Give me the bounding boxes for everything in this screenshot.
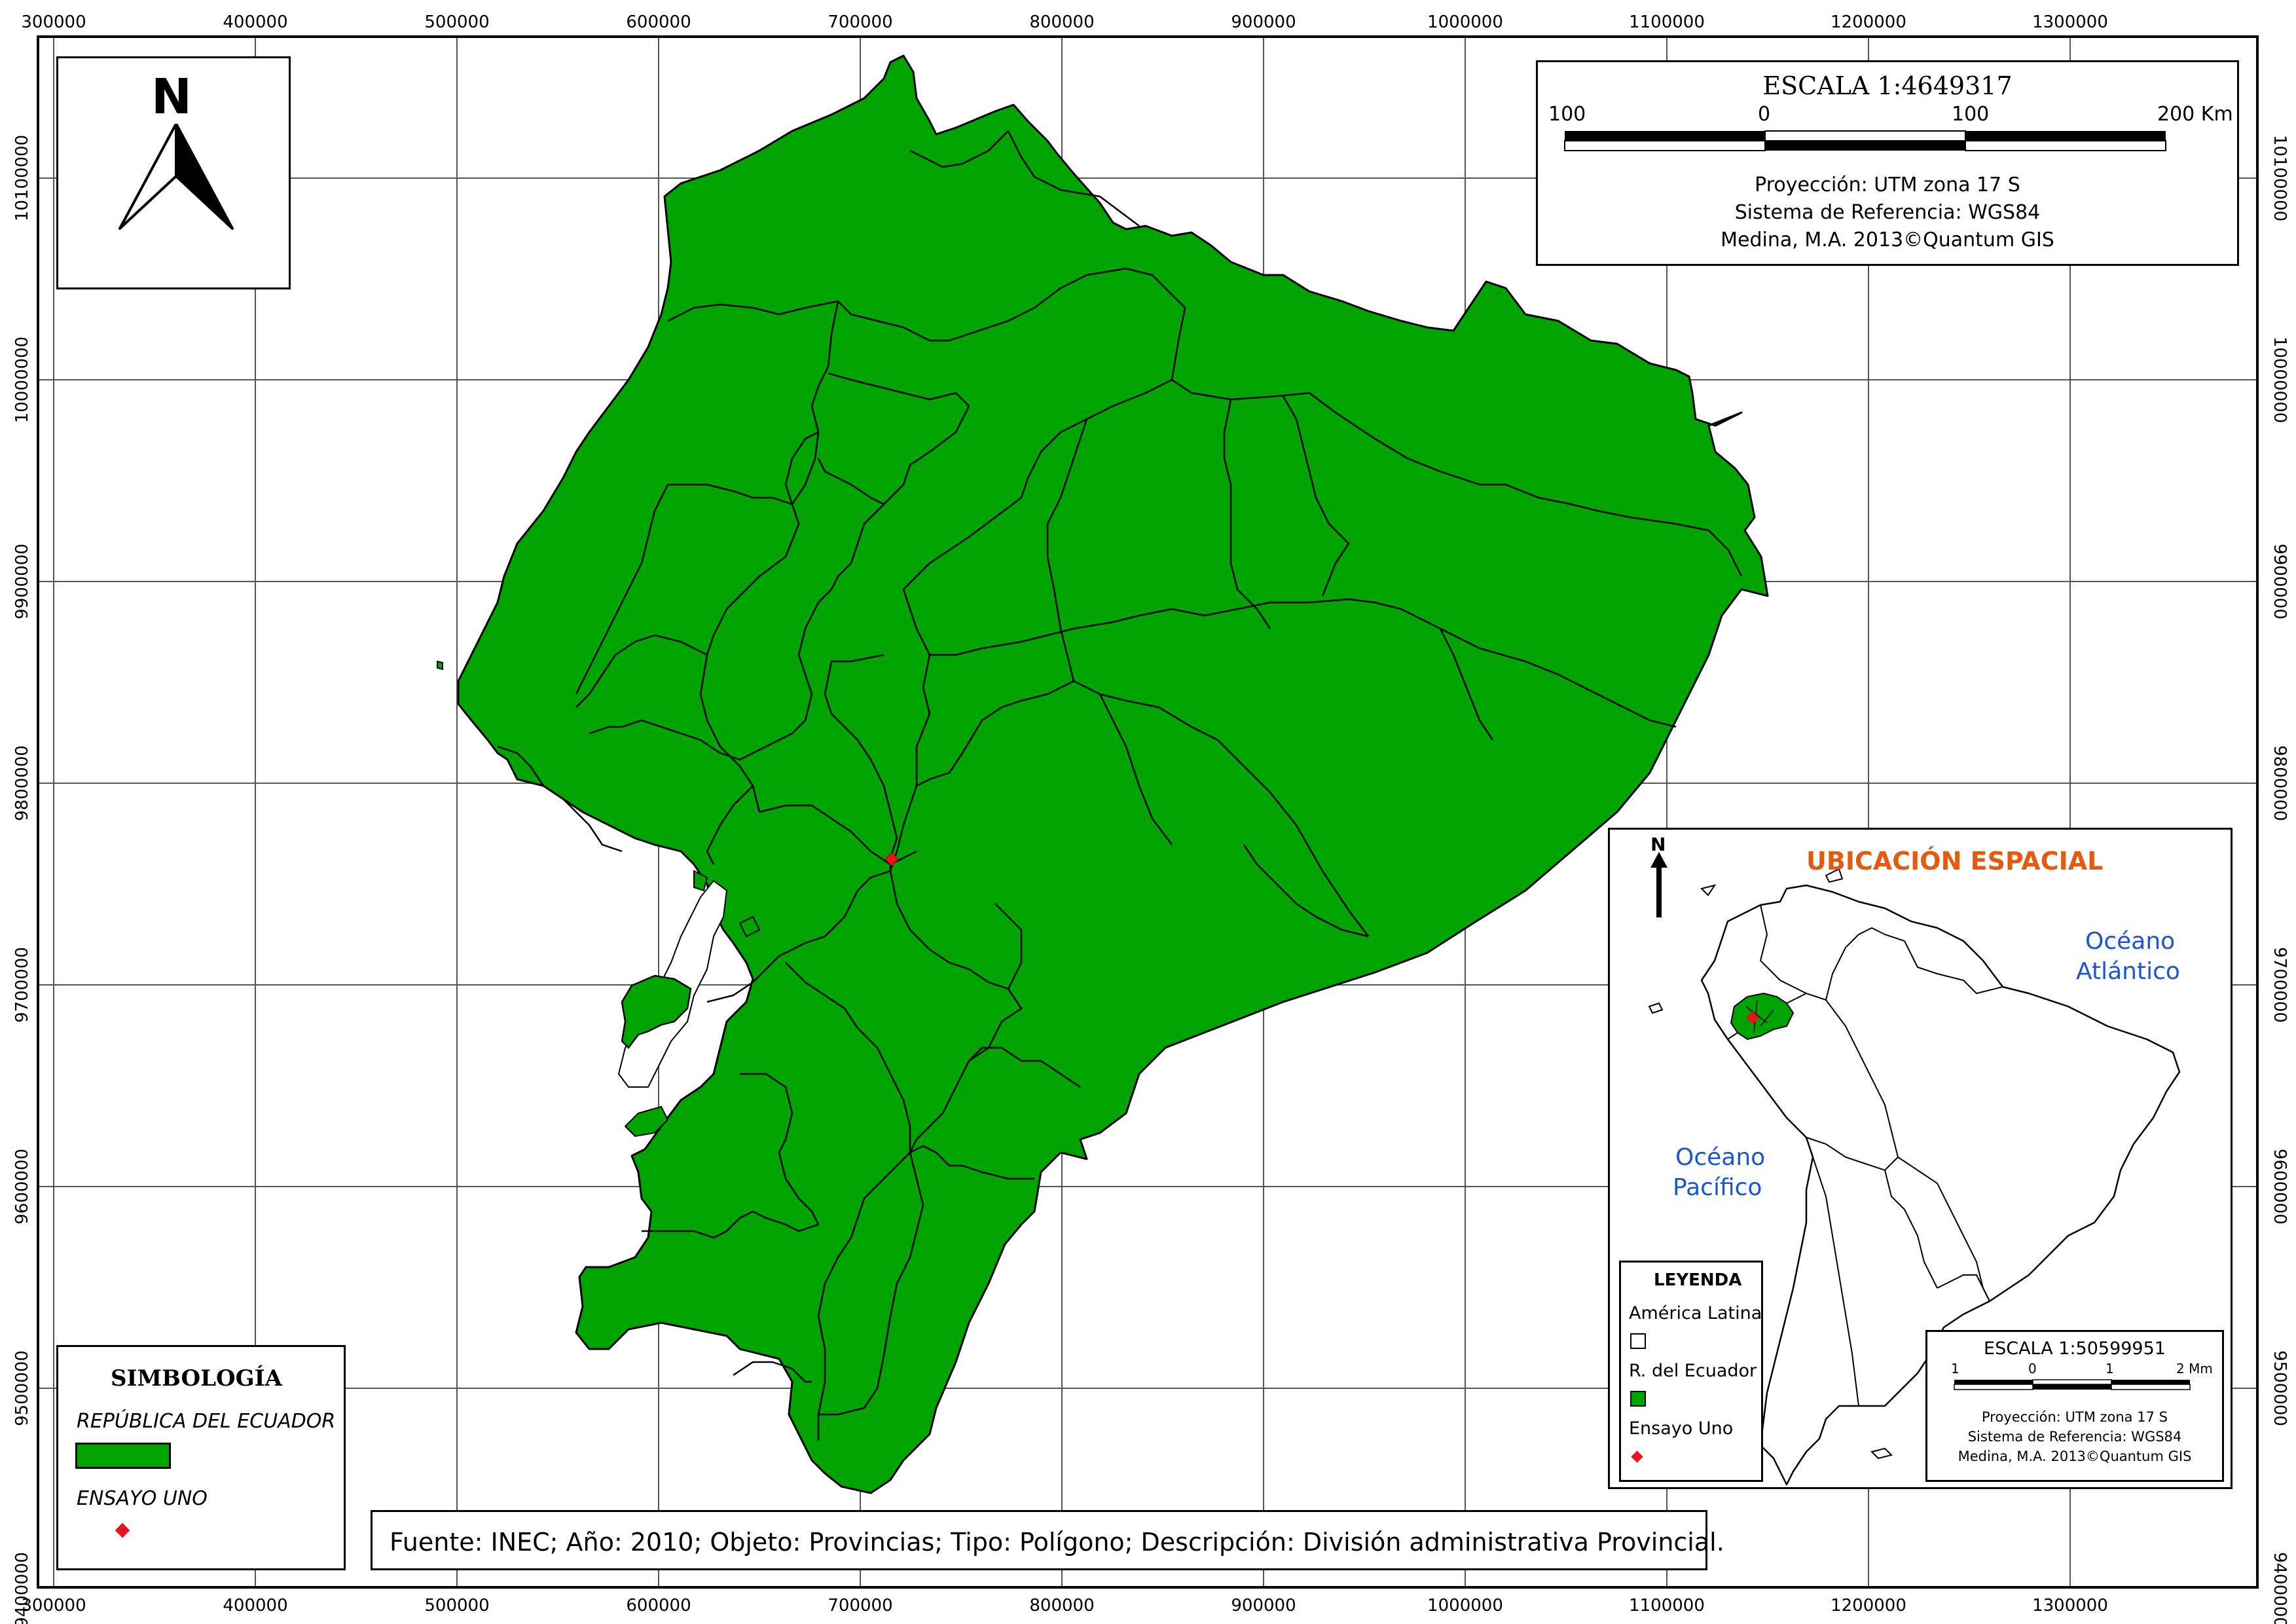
north-arrow-box: N xyxy=(56,56,291,289)
scale-box: ESCALA 1:4649317 100 0 100 200 Km Proyec… xyxy=(1536,60,2239,266)
ecuador-symbol xyxy=(75,1443,171,1469)
coordinate-ticks: 300000 300000 400000 400000 500000 500000 6000… xyxy=(12,12,2289,1624)
latam-square-icon xyxy=(1630,1333,1646,1349)
x-tick-label-bottom: 1100000 xyxy=(1629,1596,1705,1615)
y-tick-label-left: 9800000 xyxy=(12,745,32,821)
symbology-box: SIMBOLOGÍA REPÚBLICA DEL ECUADOR ENSAYO … xyxy=(56,1345,346,1570)
north-arrow-icon xyxy=(118,124,234,230)
map-frame xyxy=(37,35,2259,1589)
symbology-item-ecuador-label: REPÚBLICA DEL ECUADOR xyxy=(77,1410,336,1433)
inset-north-arrow-icon xyxy=(1650,852,1667,917)
south-america-map xyxy=(1648,868,2181,1486)
x-tick-label-top: 900000 xyxy=(1231,12,1296,32)
inset-ensayo-diamond-icon xyxy=(1631,1450,1643,1463)
inset-scale-label-1: 0 xyxy=(2028,1361,2037,1376)
y-tick-label-left: 9700000 xyxy=(12,947,32,1023)
x-tick-label-top: 400000 xyxy=(223,12,287,32)
ocean-pacific-label-1: Océano xyxy=(1675,1144,1766,1171)
islet-west xyxy=(437,660,443,671)
scale-reference: Sistema de Referencia: WGS84 xyxy=(1734,201,2041,224)
y-tick-label-left: 10000000 xyxy=(12,337,32,423)
y-tick-label-right: 10000000 xyxy=(2270,337,2289,423)
x-tick-label-bottom: 700000 xyxy=(828,1596,892,1615)
inset-scale-credit: Medina, M.A. 2013©Quantum GIS xyxy=(1958,1449,2192,1464)
x-tick-label-bottom: 600000 xyxy=(626,1596,691,1615)
north-label: N xyxy=(151,69,192,125)
x-tick-label-bottom: 1300000 xyxy=(2032,1596,2108,1615)
legend-item-ecuador-label: R. del Ecuador xyxy=(1629,1361,1757,1381)
puna-island xyxy=(621,974,692,1049)
symbology-item-ensayo-label: ENSAYO UNO xyxy=(77,1487,208,1510)
x-tick-label-bottom: 400000 xyxy=(223,1596,287,1615)
x-tick-label-bottom: 300000 xyxy=(21,1596,86,1615)
inset-scale-label-0: 1 xyxy=(1951,1361,1959,1376)
y-tick-label-right: 9500000 xyxy=(2270,1350,2289,1426)
y-tick-label-left: 10100000 xyxy=(12,135,32,221)
province-boundaries xyxy=(497,130,1743,1441)
inset-scale-label-3: 2 Mm xyxy=(2176,1361,2213,1376)
inset-scale-title: ESCALA 1:50599951 xyxy=(1984,1338,2166,1359)
ocean-pacific-label-2: Pacífico xyxy=(1673,1174,1762,1201)
y-tick-label-right: 10100000 xyxy=(2270,135,2289,221)
y-tick-label-left: 9500000 xyxy=(12,1350,32,1426)
coastal-islets xyxy=(624,870,761,1137)
source-note: Fuente: INEC; Año: 2010; Objeto: Provinc… xyxy=(390,1528,1724,1557)
scale-label-1: 0 xyxy=(1758,103,1771,126)
scale-title: ESCALA 1:4649317 xyxy=(1762,71,2013,100)
y-tick-label-left: 9400000 xyxy=(12,1552,32,1624)
y-tick-label-left: 9600000 xyxy=(12,1149,32,1225)
x-tick-label-top: 300000 xyxy=(21,12,86,32)
ensayo-diamond-icon xyxy=(115,1522,130,1538)
x-tick-label-top: 1000000 xyxy=(1427,12,1503,32)
x-tick-label-top: 600000 xyxy=(626,12,691,32)
y-tick-label-right: 9900000 xyxy=(2270,544,2289,619)
x-tick-label-bottom: 1000000 xyxy=(1427,1596,1503,1615)
legend-item-latam-label: América Latina xyxy=(1629,1303,1762,1323)
x-tick-label-top: 1100000 xyxy=(1629,12,1705,32)
y-tick-label-right: 9800000 xyxy=(2270,745,2289,821)
ensayo-uno-marker xyxy=(884,852,899,866)
source-note-box: Fuente: INEC; Año: 2010; Objeto: Provinc… xyxy=(371,1510,1724,1570)
y-tick-label-left: 9900000 xyxy=(12,544,32,619)
scale-label-0: 100 xyxy=(1548,103,1586,126)
inset-scale-label-2: 1 xyxy=(2105,1361,2114,1376)
x-tick-label-bottom: 1200000 xyxy=(1831,1596,1906,1615)
scale-label-3: 200 Km xyxy=(2157,103,2233,126)
ocean-atlantic-label-1: Océano xyxy=(2085,928,2176,955)
y-tick-label-right: 9700000 xyxy=(2270,947,2289,1023)
scale-projection: Proyección: UTM zona 17 S xyxy=(1755,174,2020,196)
inset-title: UBICACIÓN ESPACIAL xyxy=(1806,847,2104,876)
inset-legend-box: LEYENDA América Latina R. del Ecuador En… xyxy=(1619,1261,1763,1482)
y-tick-label-right: 9600000 xyxy=(2270,1149,2289,1225)
scale-label-2: 100 xyxy=(1952,103,1990,126)
x-tick-label-top: 1200000 xyxy=(1831,12,1906,32)
inset-box: UBICACIÓN ESPACIAL N Océano Atlántico Oc… xyxy=(1608,828,2232,1489)
ecuador-square-icon xyxy=(1630,1391,1646,1407)
ocean-atlantic-label-2: Atlántico xyxy=(2076,958,2180,985)
inset-scale-reference: Sistema de Referencia: WGS84 xyxy=(1967,1429,2182,1445)
y-tick-label-right: 9400000 xyxy=(2270,1552,2289,1624)
x-tick-label-bottom: 800000 xyxy=(1029,1596,1094,1615)
symbology-title: SIMBOLOGÍA xyxy=(111,1365,282,1392)
inset-ensayo-marker xyxy=(1746,1011,1759,1024)
inset-north-label: N xyxy=(1650,834,1666,855)
legend-item-ensayo-label: Ensayo Uno xyxy=(1629,1418,1734,1439)
ecuador-inset xyxy=(1730,992,1795,1041)
x-tick-label-bottom: 900000 xyxy=(1231,1596,1296,1615)
x-tick-label-top: 1300000 xyxy=(2032,12,2108,32)
inset-scale-projection: Proyección: UTM zona 17 S xyxy=(1982,1409,2168,1425)
inset-scale-bar xyxy=(1954,1379,2191,1390)
inset-scale-box: ESCALA 1:50599951 1 0 1 2 Mm Proyección:… xyxy=(1925,1330,2224,1482)
x-tick-label-top: 500000 xyxy=(424,12,489,32)
scale-bar xyxy=(1564,130,2166,151)
scale-credit: Medina, M.A. 2013©Quantum GIS xyxy=(1721,229,2054,251)
x-tick-label-top: 800000 xyxy=(1029,12,1094,32)
ecuador-mainland xyxy=(457,54,1769,1494)
inset-legend-title: LEYENDA xyxy=(1654,1270,1742,1290)
x-tick-label-top: 700000 xyxy=(828,12,892,32)
x-tick-label-bottom: 500000 xyxy=(424,1596,489,1615)
